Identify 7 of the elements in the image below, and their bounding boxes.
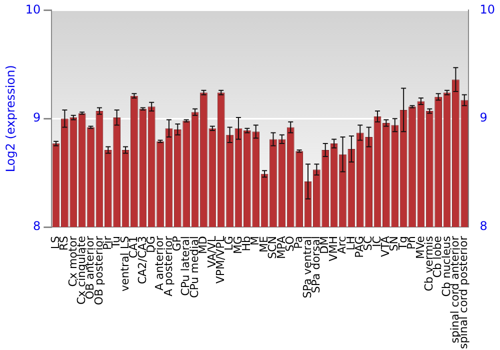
y-tick-label: 10 bbox=[25, 2, 41, 16]
y2-tick-label: 9 bbox=[480, 110, 488, 125]
y-axis-title: Log2 (expression) bbox=[3, 65, 18, 172]
y2-tick-label: 10 bbox=[480, 2, 496, 16]
y-tick-label: 8 bbox=[33, 219, 41, 234]
y2-tick-label: 8 bbox=[480, 219, 488, 234]
y-tick-label: 9 bbox=[33, 110, 41, 125]
